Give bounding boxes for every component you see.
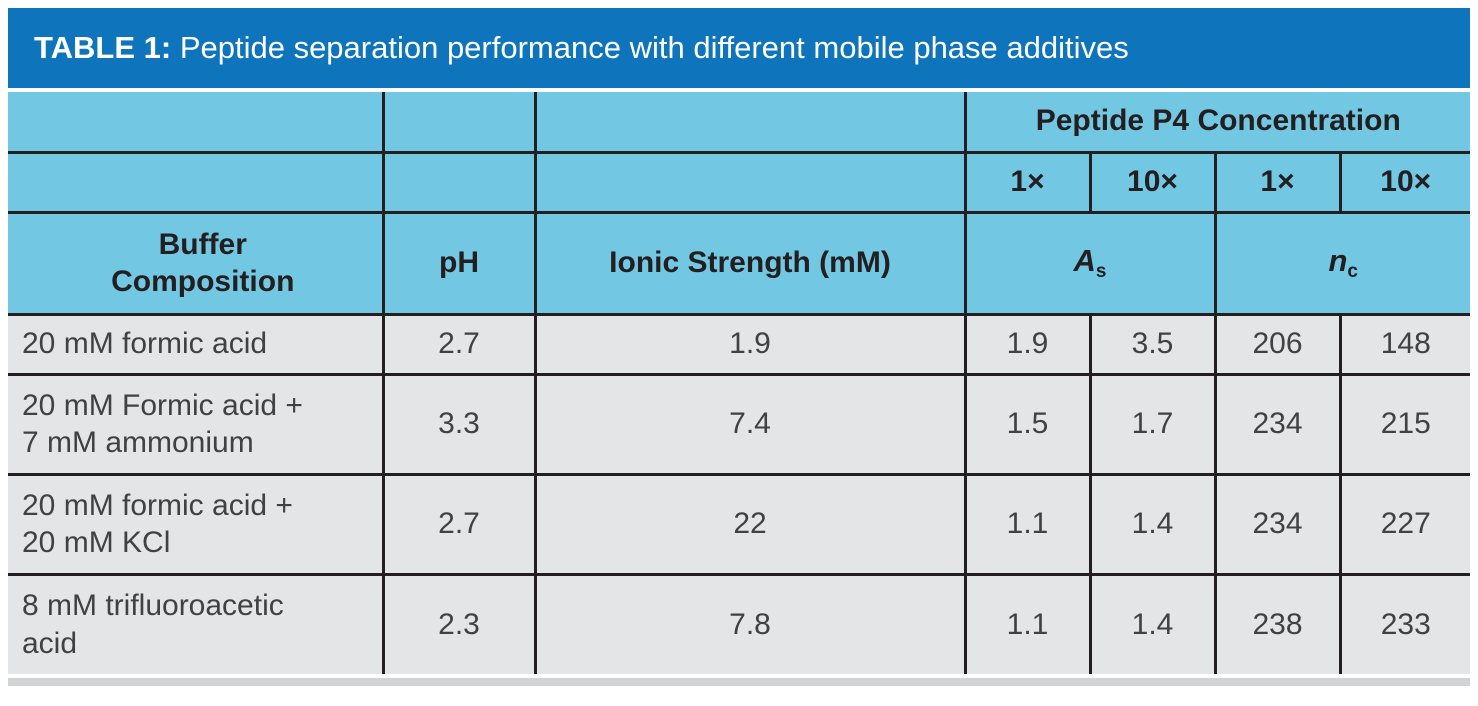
header-row-multipliers: 1× 10× 1× 10×	[8, 150, 1470, 214]
table-header: Peptide P4 Concentration 1× 10× 1× 10× B…	[8, 92, 1470, 316]
as-subscript: s	[1095, 261, 1107, 282]
column-header-column-capacity: nc	[1213, 210, 1470, 316]
nc-10x-cell: 148	[1338, 312, 1470, 376]
table-title-bar: TABLE 1: Peptide separation performance …	[8, 8, 1470, 88]
header-row-columns: Buffer Composition pH Ionic Strength (mM…	[8, 210, 1470, 316]
as-1x-cell: 1.1	[963, 472, 1092, 576]
column-header-ionic-strength: Ionic Strength (mM)	[533, 210, 967, 316]
buffer-cell: 20 mM Formic acid + 7 mM ammonium	[8, 372, 385, 476]
column-header-buffer-composition: Buffer Composition	[8, 210, 385, 316]
nc-10x-cell: 227	[1338, 472, 1470, 576]
as-10x-cell: 1.4	[1088, 572, 1217, 674]
empty-header-cell	[8, 150, 385, 214]
table-row: 20 mM Formic acid + 7 mM ammonium 3.3 7.…	[8, 372, 1470, 476]
empty-header-cell	[381, 150, 537, 214]
table-title-label: TABLE 1:	[34, 30, 180, 65]
nc-1x-cell: 234	[1213, 372, 1342, 476]
table-body: 20 mM formic acid 2.7 1.9 1.9 3.5 206 14…	[8, 312, 1470, 674]
ph-cell: 3.3	[381, 372, 537, 476]
empty-header-cell	[381, 92, 537, 154]
buffer-cell: 8 mM trifluoroacetic acid	[8, 572, 385, 674]
ionic-strength-cell: 7.8	[533, 572, 967, 674]
as-1x-cell: 1.1	[963, 572, 1092, 674]
ph-cell: 2.3	[381, 572, 537, 674]
nc-symbol: n	[1328, 243, 1348, 278]
nc-subscript: c	[1347, 261, 1358, 282]
nc-1x-cell: 238	[1213, 572, 1342, 674]
nc-1x-cell: 206	[1213, 312, 1342, 376]
multiplier-header-nc-10x: 10×	[1338, 150, 1470, 214]
as-1x-cell: 1.5	[963, 372, 1092, 476]
multiplier-header-nc-1x: 1×	[1213, 150, 1342, 214]
as-10x-cell: 1.4	[1088, 472, 1217, 576]
ionic-strength-cell: 22	[533, 472, 967, 576]
group-header-peptide-p4: Peptide P4 Concentration	[963, 92, 1470, 154]
multiplier-header-as-1x: 1×	[963, 150, 1092, 214]
header-row-group: Peptide P4 Concentration	[8, 92, 1470, 154]
empty-header-cell	[533, 92, 967, 154]
nc-1x-cell: 234	[1213, 472, 1342, 576]
ph-cell: 2.7	[381, 472, 537, 576]
as-10x-cell: 1.7	[1088, 372, 1217, 476]
peptide-separation-table: Peptide P4 Concentration 1× 10× 1× 10× B…	[8, 92, 1470, 674]
multiplier-header-as-10x: 10×	[1088, 150, 1217, 214]
bottom-strip	[8, 678, 1470, 686]
column-header-ph: pH	[381, 210, 537, 316]
nc-10x-cell: 233	[1338, 572, 1470, 674]
as-1x-cell: 1.9	[963, 312, 1092, 376]
empty-header-cell	[533, 150, 967, 214]
table-row: 8 mM trifluoroacetic acid 2.3 7.8 1.1 1.…	[8, 572, 1470, 674]
as-10x-cell: 3.5	[1088, 312, 1217, 376]
buffer-cell: 20 mM formic acid + 20 mM KCl	[8, 472, 385, 576]
table-row: 20 mM formic acid 2.7 1.9 1.9 3.5 206 14…	[8, 312, 1470, 376]
nc-10x-cell: 215	[1338, 372, 1470, 476]
empty-header-cell	[8, 92, 385, 154]
ionic-strength-cell: 7.4	[533, 372, 967, 476]
ionic-strength-cell: 1.9	[533, 312, 967, 376]
as-symbol: A	[1073, 243, 1096, 278]
table-row: 20 mM formic acid + 20 mM KCl 2.7 22 1.1…	[8, 472, 1470, 576]
ph-cell: 2.7	[381, 312, 537, 376]
buffer-cell: 20 mM formic acid	[8, 312, 385, 376]
column-header-asymmetry-factor: As	[963, 210, 1217, 316]
table-title-text: Peptide separation performance with diff…	[179, 30, 1129, 65]
